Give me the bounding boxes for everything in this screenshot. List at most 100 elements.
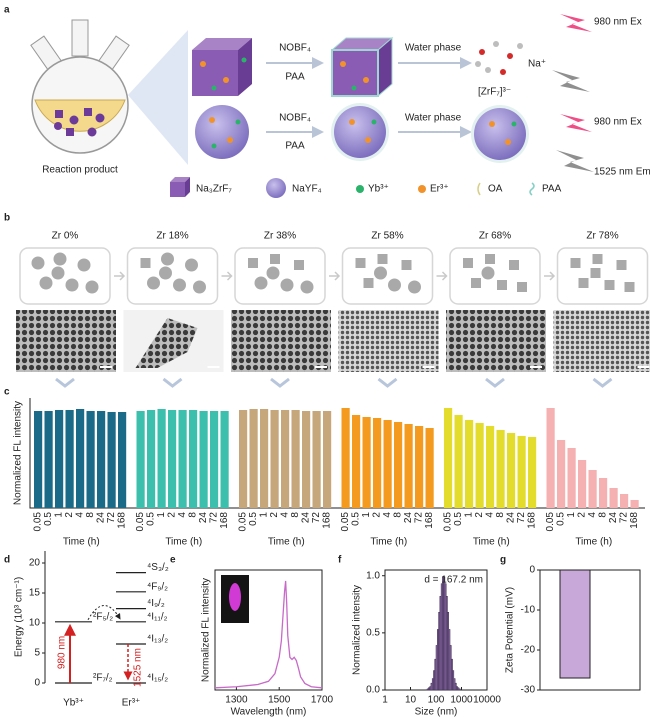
flow-arrow bbox=[436, 271, 448, 281]
y-tick-label: -10 bbox=[521, 605, 536, 616]
x-tick-label: 1 bbox=[361, 512, 372, 518]
x-tick-label: 1 bbox=[464, 512, 475, 518]
round-particle bbox=[39, 276, 53, 290]
square-particle bbox=[497, 280, 507, 290]
x-tick-label: 8 bbox=[495, 512, 506, 518]
bar bbox=[189, 410, 198, 508]
y-tick-label: -20 bbox=[521, 645, 536, 656]
tem-image bbox=[231, 310, 331, 372]
level-label: ²F₇/₂ bbox=[93, 673, 113, 684]
annotation: d = 167.2 nm bbox=[424, 575, 483, 586]
bar bbox=[475, 423, 484, 508]
sphere bbox=[331, 103, 389, 161]
x-tick-label: 8 bbox=[188, 512, 199, 518]
chevron bbox=[485, 377, 505, 388]
chevron bbox=[55, 377, 75, 388]
cube bbox=[192, 38, 252, 96]
x-tick-label: 1 bbox=[382, 695, 388, 706]
x-tick-label: 10 bbox=[405, 695, 417, 706]
panel-label: b bbox=[4, 213, 10, 224]
bar bbox=[341, 408, 350, 508]
ion-label: [ZrF₇]³⁻ bbox=[478, 87, 511, 98]
x-tick-label: 4 bbox=[75, 512, 86, 518]
flow-arrow bbox=[114, 271, 126, 281]
x-tick-label: 72 bbox=[414, 512, 425, 524]
bar bbox=[465, 420, 474, 508]
excitation: 980 nm Ex bbox=[594, 17, 642, 28]
x-tick-label: 2 bbox=[64, 512, 75, 518]
square-particle bbox=[377, 254, 388, 264]
round-particle bbox=[300, 280, 314, 294]
y-tick-label: 0 bbox=[529, 565, 535, 576]
step: Water phase bbox=[405, 43, 462, 54]
x-tick-label: 2 bbox=[577, 512, 588, 518]
x-tick-label: 72 bbox=[106, 512, 117, 524]
bar bbox=[557, 440, 566, 508]
bar bbox=[394, 422, 403, 508]
group-label: Zr 58% bbox=[371, 231, 403, 242]
y-tick-label: 0.5 bbox=[366, 627, 380, 638]
x-axis-label: Time (h) bbox=[268, 537, 305, 548]
x-tick-label: 168 bbox=[117, 512, 128, 529]
axis bbox=[29, 398, 645, 509]
square-particle bbox=[578, 278, 589, 288]
bar bbox=[528, 437, 537, 508]
level-label: ⁴I₁₅/₂ bbox=[147, 673, 168, 684]
x-tick-label: 2 bbox=[474, 512, 485, 518]
ion-label: Na⁺ bbox=[528, 59, 546, 70]
particles bbox=[54, 108, 105, 137]
x-tick-label: 0.05 bbox=[340, 512, 351, 532]
round-particle bbox=[173, 278, 186, 292]
bar bbox=[486, 426, 495, 508]
x-tick-label: 0.05 bbox=[545, 512, 556, 532]
bar bbox=[404, 424, 413, 508]
flow-arrow bbox=[329, 271, 341, 281]
tem-image bbox=[135, 318, 198, 368]
x-tick-label: 1500 bbox=[268, 695, 291, 706]
x-tick-label: 72 bbox=[311, 512, 322, 524]
bar bbox=[178, 410, 187, 508]
x-tick-label: 8 bbox=[598, 512, 609, 518]
bar bbox=[55, 410, 64, 508]
x-tick-label: 0.5 bbox=[248, 512, 259, 526]
square-particle bbox=[463, 258, 473, 268]
x-axis-label: Time (h) bbox=[575, 537, 612, 548]
x-tick-label: 0.5 bbox=[556, 512, 567, 526]
flask-neck bbox=[71, 19, 89, 57]
zoom-cone bbox=[128, 30, 188, 165]
x-tick-label: 0.5 bbox=[453, 512, 464, 526]
chevron bbox=[377, 377, 398, 388]
x-tick-label: 1 bbox=[566, 512, 577, 518]
bar bbox=[362, 417, 371, 508]
bar bbox=[260, 409, 269, 508]
round-particle bbox=[193, 280, 206, 294]
tem-image bbox=[553, 310, 650, 372]
chevron bbox=[270, 377, 290, 388]
bar bbox=[76, 409, 85, 508]
bar bbox=[302, 411, 311, 508]
round-particle bbox=[77, 258, 91, 272]
chevron bbox=[162, 377, 183, 388]
level-label: ⁴S₃/₂ bbox=[147, 562, 169, 573]
x-tick-label: 0.5 bbox=[43, 512, 54, 526]
y-axis-label: Normalized FL intensity bbox=[13, 401, 24, 505]
square-particle bbox=[509, 260, 519, 270]
square-particle bbox=[140, 258, 151, 268]
group-label: Zr 0% bbox=[52, 231, 79, 242]
legend-label: NaYF₄ bbox=[292, 184, 322, 195]
sphere bbox=[195, 105, 249, 159]
x-tick-label: 72 bbox=[516, 512, 527, 524]
x-tick-label: 24 bbox=[301, 512, 312, 524]
level-label: ²F₅/₂ bbox=[93, 611, 113, 622]
x-tick-label: 0.05 bbox=[135, 512, 146, 532]
bar bbox=[546, 408, 555, 508]
round-particle bbox=[266, 266, 280, 280]
square-particle bbox=[471, 278, 481, 288]
x-tick-label: 8 bbox=[393, 512, 404, 518]
x-tick-label: 10000 bbox=[473, 695, 501, 706]
x-tick-label: 2 bbox=[372, 512, 383, 518]
bar bbox=[291, 410, 300, 508]
x-tick-label: 4 bbox=[587, 512, 598, 518]
bar bbox=[599, 478, 608, 508]
